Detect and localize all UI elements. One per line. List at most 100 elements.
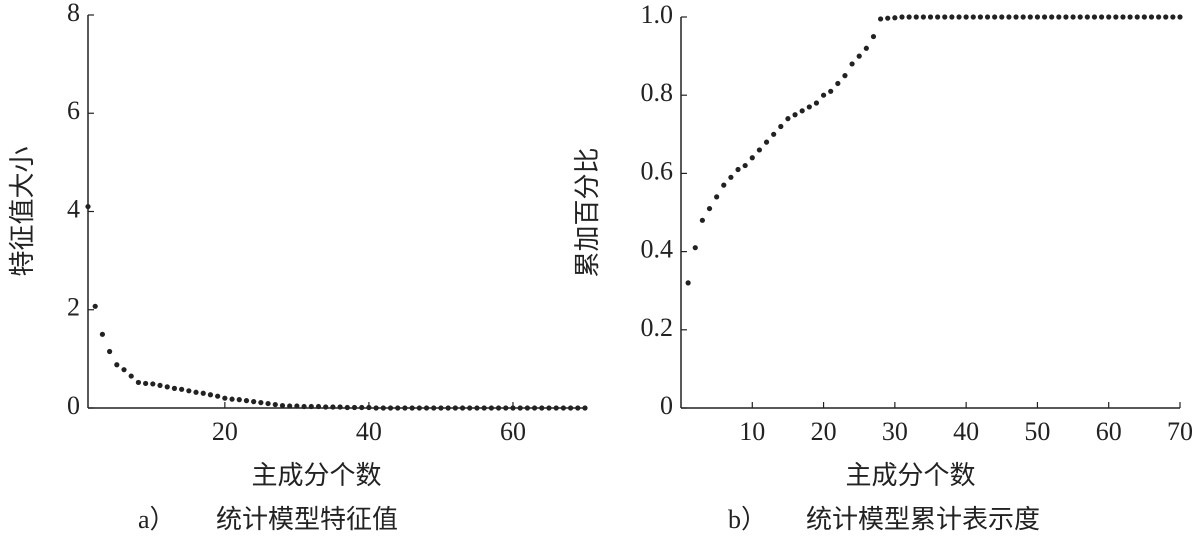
data-point (1020, 14, 1026, 20)
data-point (1027, 14, 1033, 20)
data-point (706, 205, 713, 212)
data-point (481, 405, 487, 411)
data-point (330, 404, 336, 410)
y-tick-label: 0 (67, 391, 80, 420)
data-point (359, 404, 365, 411)
data-point (294, 403, 300, 409)
y-tick-label: 0 (660, 391, 673, 420)
data-point (431, 405, 437, 411)
data-point (1120, 14, 1126, 20)
data-point (685, 280, 691, 286)
data-point (820, 92, 827, 98)
data-point (749, 155, 755, 161)
data-point (143, 380, 149, 387)
data-point (927, 14, 934, 20)
data-point (380, 405, 386, 411)
data-point (728, 174, 734, 180)
data-point (128, 373, 134, 379)
data-point (756, 147, 763, 153)
data-point (856, 53, 862, 59)
data-point (459, 405, 466, 411)
data-point (742, 162, 748, 169)
data-point (495, 405, 502, 411)
x-tick-label: 40 (356, 417, 382, 446)
data-point (395, 405, 401, 411)
data-point (1134, 14, 1140, 20)
data-point (373, 405, 379, 411)
data-point (517, 405, 523, 411)
caption-label: a） (138, 505, 176, 534)
data-point (164, 384, 170, 390)
data-point (778, 123, 784, 130)
data-point (107, 348, 113, 355)
data-point (785, 116, 791, 122)
data-point (842, 73, 848, 79)
data-point (1041, 14, 1048, 20)
data-point (885, 15, 891, 21)
data-point (1156, 14, 1162, 20)
data-point (308, 403, 314, 410)
data-point (193, 389, 199, 395)
data-point (337, 404, 343, 410)
y-tick-label: 4 (67, 194, 80, 223)
data-point (186, 388, 192, 394)
data-point (835, 80, 841, 87)
data-point (150, 381, 156, 387)
data-point (1148, 14, 1155, 20)
data-point (1098, 14, 1105, 20)
x-tick-label: 20 (212, 417, 238, 446)
data-point (200, 390, 206, 396)
data-point (920, 14, 926, 20)
data-point (863, 45, 869, 51)
data-point (714, 194, 720, 200)
data-point (906, 14, 912, 20)
data-point (553, 405, 559, 411)
data-point (1034, 14, 1041, 20)
data-point (1141, 14, 1147, 20)
x-tick-label: 20 (811, 417, 837, 446)
data-point (546, 405, 552, 411)
data-point (956, 14, 962, 20)
x-tick-label: 70 (1167, 417, 1193, 446)
data-point (409, 405, 415, 411)
data-point (1163, 14, 1169, 20)
data-point (970, 14, 976, 20)
data-point (445, 405, 451, 411)
data-point (1070, 14, 1076, 20)
data-point (735, 166, 741, 173)
data-point (539, 405, 545, 411)
data-point (323, 404, 329, 410)
data-point (984, 14, 991, 20)
data-point (992, 14, 998, 20)
y-tick-label: 1.0 (641, 0, 674, 29)
y-tick-label: 0.8 (641, 78, 674, 107)
data-point (892, 15, 898, 21)
data-point (799, 108, 805, 114)
data-point (301, 403, 307, 410)
data-point (1006, 14, 1012, 20)
data-point (272, 401, 278, 408)
data-point (467, 405, 473, 411)
data-point (878, 16, 884, 22)
y-axis-label: 累加百分比 (573, 147, 602, 277)
y-tick-label: 0.4 (641, 235, 674, 264)
data-point (121, 367, 127, 373)
y-axis-label: 特征值大小 (8, 146, 37, 276)
data-point (524, 405, 530, 411)
data-point (366, 404, 372, 411)
data-point (85, 203, 91, 210)
data-point (135, 379, 142, 386)
data-point (913, 14, 919, 20)
data-point (560, 405, 566, 411)
data-point (1049, 14, 1055, 20)
data-point (510, 405, 516, 411)
data-point (179, 386, 185, 392)
data-point (1056, 14, 1062, 20)
data-point (157, 382, 163, 389)
data-point (813, 100, 820, 106)
data-point (423, 405, 430, 411)
data-point (1063, 14, 1069, 20)
data-point (575, 405, 581, 411)
data-point (1013, 14, 1019, 20)
data-point (258, 399, 264, 406)
